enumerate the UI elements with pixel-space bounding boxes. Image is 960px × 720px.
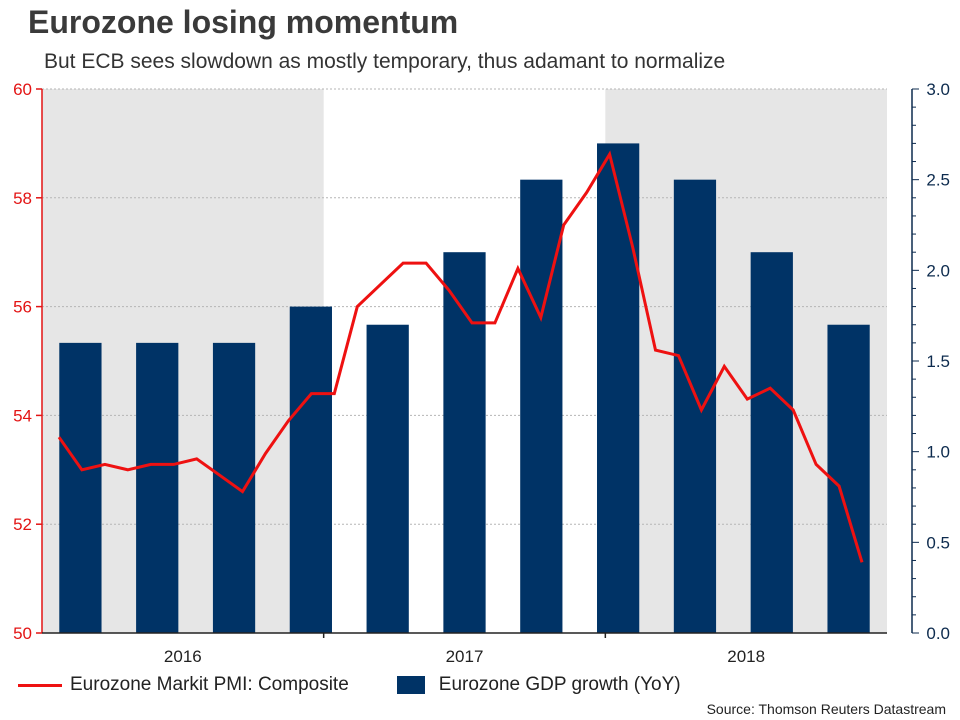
gdp-bar — [520, 179, 563, 633]
right-tick-label: 2.5 — [926, 171, 950, 190]
gdp-bar — [212, 342, 256, 633]
left-tick-label: 54 — [13, 406, 32, 425]
legend-item-gdp: Eurozone GDP growth (YoY) — [349, 674, 681, 696]
gdp-bar — [289, 306, 332, 633]
gdp-bar — [597, 143, 640, 633]
gdp-bar — [59, 342, 102, 633]
left-tick-label: 56 — [13, 298, 32, 317]
right-tick-label: 2.0 — [926, 261, 950, 280]
legend-item-pmi: Eurozone Markit PMI: Composite — [0, 674, 349, 696]
gdp-bar — [827, 324, 870, 633]
chart-legend: Eurozone Markit PMI: Composite Eurozone … — [0, 672, 681, 698]
source-note: Source: Thomson Reuters Datastream — [706, 701, 946, 717]
gdp-bar — [136, 342, 179, 633]
pmi-line — [57, 150, 864, 563]
gdp-bar — [366, 324, 409, 633]
chart-title: Eurozone losing momentum — [28, 4, 459, 40]
right-tick-label: 0.0 — [926, 624, 950, 643]
right-tick-label: 3.0 — [926, 80, 950, 99]
left-tick-label: 58 — [13, 189, 32, 208]
legend-label-gdp: Eurozone GDP growth (YoY) — [438, 674, 681, 695]
gdp-bar — [443, 252, 486, 633]
x-tick-label: 2016 — [164, 647, 202, 666]
legend-swatch-pmi — [18, 683, 62, 687]
right-tick-label: 0.5 — [926, 533, 950, 552]
right-tick-label: 1.5 — [926, 352, 950, 371]
x-tick-label: 2018 — [727, 647, 765, 666]
chart-canvas: 50 52 54 56 58 60 0.0 0.5 1.0 1.5 2.0 2.5 3.0 2016 201… — [13, 80, 950, 666]
legend-swatch-gdp — [396, 676, 425, 694]
x-tick-label: 2017 — [446, 647, 484, 666]
chart-subtitle: But ECB sees slowdown as mostly temporar… — [44, 50, 726, 73]
gdp-bar — [750, 252, 793, 633]
left-tick-label: 60 — [13, 80, 32, 99]
legend-label-pmi: Eurozone Markit PMI: Composite — [70, 674, 349, 695]
left-tick-label: 52 — [13, 515, 32, 534]
right-tick-label: 1.0 — [926, 443, 950, 462]
left-tick-label: 50 — [13, 624, 32, 643]
gdp-bar — [673, 179, 717, 633]
